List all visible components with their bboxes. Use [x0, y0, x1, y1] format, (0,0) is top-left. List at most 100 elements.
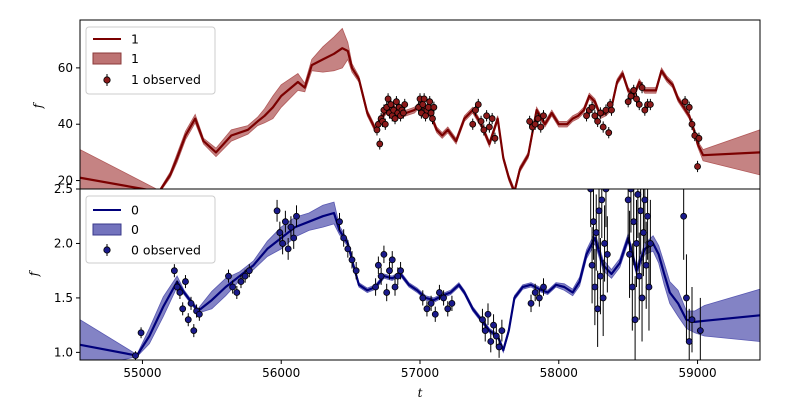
bottom-observed-point — [431, 310, 439, 318]
bottom-observed-point — [391, 283, 399, 291]
top-observed-point — [588, 103, 596, 111]
top-y-tick-label: 20 — [58, 174, 73, 188]
top-observed-point — [685, 103, 693, 111]
top-y-tick-label: 60 — [58, 61, 73, 75]
top-observed-point — [483, 112, 491, 120]
bottom-observed-point — [498, 327, 506, 334]
top-legend: 1 1 1 observed — [85, 26, 216, 95]
top-observed-point — [430, 103, 438, 111]
bottom-observed-point — [394, 272, 402, 280]
bottom-observed-point — [633, 240, 640, 247]
bottom-observed-point — [423, 305, 431, 313]
top-observed-point — [474, 101, 482, 108]
top-observed-point — [419, 101, 427, 108]
top-observed-point — [531, 120, 539, 128]
bottom-observed-point — [630, 218, 638, 226]
bottom-observed-point — [281, 218, 289, 226]
top-observed-point — [424, 103, 432, 111]
top-observed-point — [427, 109, 435, 117]
top-observed-point — [608, 106, 615, 114]
top-observed-point — [485, 123, 493, 131]
bottom-observed-point — [233, 289, 241, 296]
top-observed-point — [391, 115, 399, 122]
bottom-observed-point — [626, 250, 633, 258]
top-observed-point — [537, 123, 545, 131]
top-observed-point — [633, 95, 640, 103]
top-observed-point — [472, 106, 479, 114]
bottom-observed-point — [644, 212, 651, 220]
bottom-observed-point — [590, 218, 597, 226]
top-observed-point — [694, 163, 701, 170]
bottom-observed-point — [487, 338, 495, 345]
bottom-observed-point — [484, 310, 492, 318]
bottom-legend-marker-swatch — [103, 246, 111, 254]
bottom-observed-point — [182, 278, 189, 285]
top-legend-marker-swatch — [103, 76, 111, 84]
top-legend-observed-label: 1 observed — [131, 72, 201, 87]
bottom-observed-point — [187, 299, 195, 307]
bottom-observed-point — [195, 310, 203, 318]
bottom-observed-point — [276, 229, 284, 236]
bottom-observed-point — [587, 189, 595, 193]
bottom-observed-point — [592, 229, 600, 236]
top-observed-point — [420, 95, 428, 103]
bottom-observed-point — [642, 261, 650, 269]
bottom-observed-point — [602, 189, 610, 193]
bottom-x-tick-label: 57000 — [401, 366, 439, 380]
bottom-observed-point — [290, 234, 298, 242]
bottom-legend-observed-label: 0 observed — [131, 243, 201, 258]
bottom-observed-point — [237, 278, 245, 285]
bottom-observed-point — [132, 352, 139, 360]
bottom-x-tick-label: 59000 — [678, 366, 716, 380]
top-observed-point — [606, 101, 614, 108]
bottom-observed-point — [540, 283, 547, 291]
bottom-observed-point — [481, 327, 489, 334]
bottom-observed-point — [241, 272, 249, 280]
bottom-observed-point — [444, 305, 452, 313]
top-observed-point — [599, 123, 607, 131]
top-observed-point — [534, 115, 542, 122]
bottom-observed-point — [344, 245, 352, 253]
top-observed-point — [540, 112, 547, 120]
bottom-observed-point — [597, 272, 604, 280]
bottom-legend: 0 0 0 observed — [85, 195, 216, 264]
top-observed-point — [429, 115, 436, 122]
bottom-observed-point — [388, 256, 396, 264]
bottom-observed-point — [492, 332, 500, 340]
top-observed-point — [688, 120, 696, 128]
bottom-observed-point — [377, 272, 385, 280]
top-legend-line-label: 1 — [131, 32, 139, 47]
bottom-observed-point — [638, 294, 646, 302]
top-legend-band-swatch — [92, 52, 122, 65]
bottom-observed-point — [603, 250, 611, 258]
bottom-observed-point — [527, 299, 535, 307]
bottom-observed-point — [440, 294, 447, 302]
top-panel: 20 40 60 f 1 1 1 observed — [31, 19, 761, 190]
bottom-observed-point — [279, 240, 287, 247]
top-observed-point — [602, 106, 610, 114]
bottom-observed-point — [646, 240, 654, 247]
top-observed-point — [384, 95, 392, 103]
top-observed-point — [393, 98, 400, 106]
bottom-observed-point — [184, 316, 192, 324]
bottom-y-axis-label: f — [27, 269, 41, 277]
bottom-observed-point — [170, 267, 178, 275]
bottom-observed-point — [688, 316, 696, 324]
bottom-observed-point — [229, 283, 237, 291]
top-observed-point — [635, 101, 643, 108]
top-observed-point — [477, 118, 485, 125]
bottom-observed-point — [176, 289, 184, 296]
top-observed-point — [488, 115, 496, 122]
top-observed-point — [399, 109, 407, 117]
bottom-legend-line-label: 0 — [131, 203, 139, 218]
bottom-observed-point — [383, 289, 391, 296]
top-observed-point — [630, 87, 638, 94]
top-observed-point — [401, 101, 409, 108]
bottom-x-tick-label: 58000 — [540, 366, 578, 380]
bottom-observed-point — [348, 256, 356, 264]
bottom-observed-point — [352, 267, 360, 275]
bottom-observed-point — [601, 240, 608, 247]
bottom-observed-point — [190, 327, 198, 334]
top-legend-band-label: 1 — [131, 51, 139, 66]
